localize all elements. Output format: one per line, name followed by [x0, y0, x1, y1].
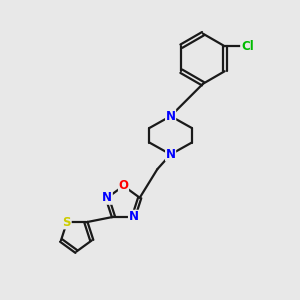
- Text: Cl: Cl: [241, 40, 254, 53]
- Text: N: N: [128, 210, 139, 223]
- Text: Cl: Cl: [241, 40, 254, 53]
- Text: N: N: [166, 148, 176, 161]
- Text: N: N: [166, 110, 176, 123]
- Text: N: N: [102, 191, 112, 204]
- Text: O: O: [118, 179, 128, 192]
- Text: S: S: [63, 216, 71, 229]
